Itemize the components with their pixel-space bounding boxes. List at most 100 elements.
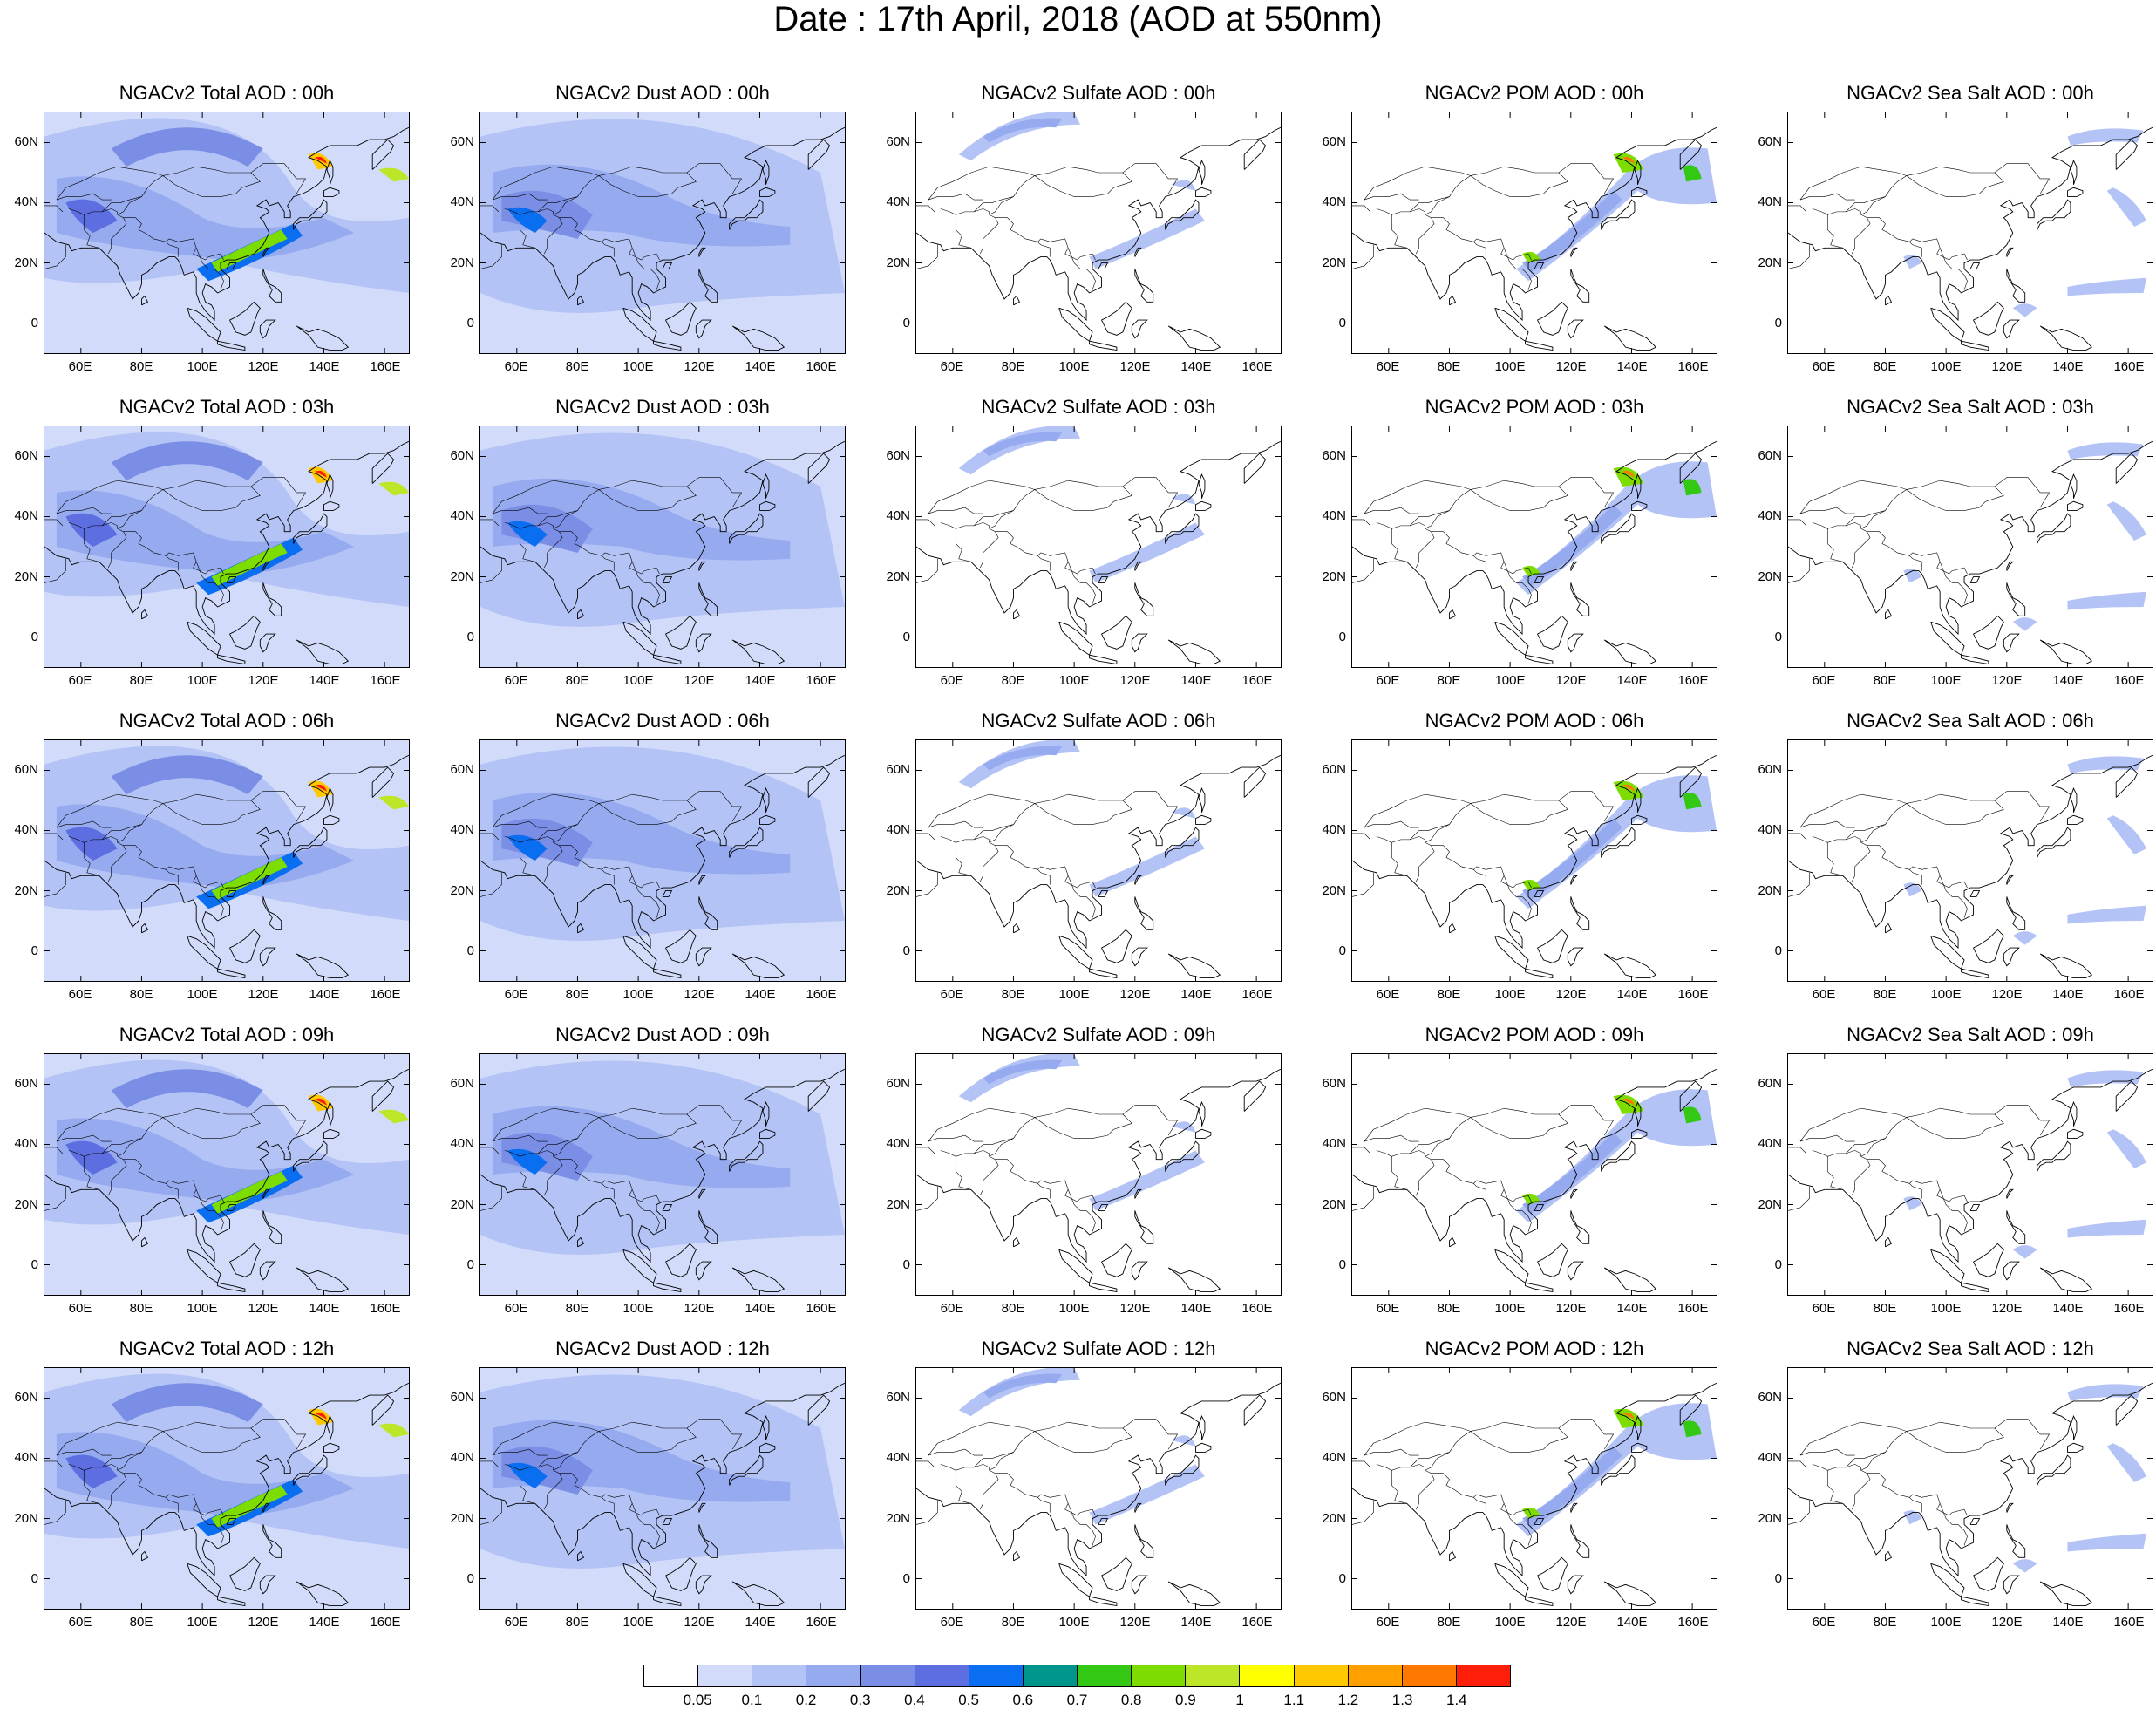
coastline [2067,1442,2084,1454]
country-border [916,205,935,213]
coastline [1131,947,1148,967]
lon-tick-label: 60E [68,359,92,374]
lon-tick-label: 100E [1494,359,1526,374]
country-border [56,163,307,201]
coastline [2003,1575,2020,1595]
country-border [83,1470,99,1504]
aod-plume [1683,165,1702,182]
coastline [1165,827,1200,858]
coastline [1679,453,1703,484]
coastline [2003,1261,2020,1281]
lat-tick-label: 40N [886,194,910,210]
aod-map [1352,740,1717,981]
lon-tick-label: 80E [129,359,153,374]
country-border [602,1497,615,1513]
country-border [916,519,935,527]
map-frame [1351,112,1717,354]
aod-map [1788,740,2153,981]
lon-tick-label: 60E [1376,987,1400,1002]
lat-tick-label: 20N [450,882,474,898]
coastline [371,1394,395,1426]
country-border [1470,800,1568,825]
coastline [731,325,786,351]
lon-tick-label: 160E [2113,673,2145,688]
coastline [1101,301,1132,336]
coastline [1537,301,1568,336]
coastline [217,654,246,665]
lon-tick-label: 160E [370,673,401,688]
lon-tick-label: 100E [187,1301,218,1316]
country-border [1352,872,1374,897]
map-panel: NGACv2 Total AOD : 03h 60N 40N 20N 0 60E 80E 10… [9,394,436,699]
aod-plume [2106,1129,2147,1169]
coastline [1570,561,1578,571]
panel-title: NGACv2 Total AOD : 06h [119,710,335,732]
lon-tick-label: 80E [129,673,153,688]
country-border [166,555,179,571]
country-border [1867,531,1968,575]
country-border [492,193,548,201]
coastline [1134,1524,1154,1558]
country-border [1788,1460,1807,1468]
coastline [1098,262,1109,269]
coastline [1570,875,1578,885]
lon-tick-label: 120E [1991,359,2023,374]
coastline [371,766,395,798]
lat-tick-label: 0 [1338,1257,1346,1273]
coastline [695,633,712,653]
country-border [1352,558,1374,583]
aod-plume [983,746,1063,771]
country-border [68,196,142,215]
aod-map [480,1054,845,1295]
coastline [916,126,1281,322]
country-border [989,489,1036,529]
country-border [1352,244,1374,269]
country-border [44,244,66,269]
lon-tick-label: 160E [1677,359,1709,374]
country-border [102,1464,127,1510]
coastline [1167,953,1221,978]
panel-title: NGACv2 Total AOD : 03h [119,396,335,418]
coastline [1449,295,1457,306]
lat-tick-label: 0 [466,1257,474,1273]
coastline [1973,1243,2004,1277]
coastline [217,968,246,979]
country-border [1799,507,1855,514]
coastline [371,139,395,170]
aod-plume [1171,180,1196,191]
coastline [1089,654,1118,665]
aod-plume [1903,1510,1922,1525]
lat-tick-label: 60N [886,133,910,149]
country-border [1037,1183,1051,1199]
aod-plume [501,504,593,553]
aod-plume [111,441,263,481]
coastline [323,814,340,826]
aod-map [916,426,1281,667]
lat-tick-label: 40N [886,1450,910,1466]
coastline [187,307,221,342]
coastline [1567,947,1584,967]
coastline [1634,787,1642,813]
country-border [1067,875,1096,918]
lat-tick-label: 60N [14,1389,38,1405]
aod-plume [2067,442,2144,460]
coastline [44,754,409,950]
coastline [1352,1382,1717,1577]
coastline [1098,1518,1109,1525]
coastline [729,1454,764,1486]
colorbar-swatch [1402,1665,1457,1686]
panel-title: NGACv2 Dust AOD : 00h [555,82,770,104]
country-border [1364,1105,1615,1142]
country-border [1431,531,1532,575]
lon-tick-label: 160E [370,1301,401,1316]
map-frame [915,426,1282,668]
map-frame [915,112,1282,354]
lon-tick-label: 140E [745,673,776,688]
coastline [2037,199,2071,230]
coastline [1961,1282,1989,1293]
coastline [762,1415,770,1440]
country-border [1909,242,1922,257]
country-border [916,558,938,583]
country-border [1812,1138,1886,1157]
lon-tick-label: 120E [684,987,715,1002]
